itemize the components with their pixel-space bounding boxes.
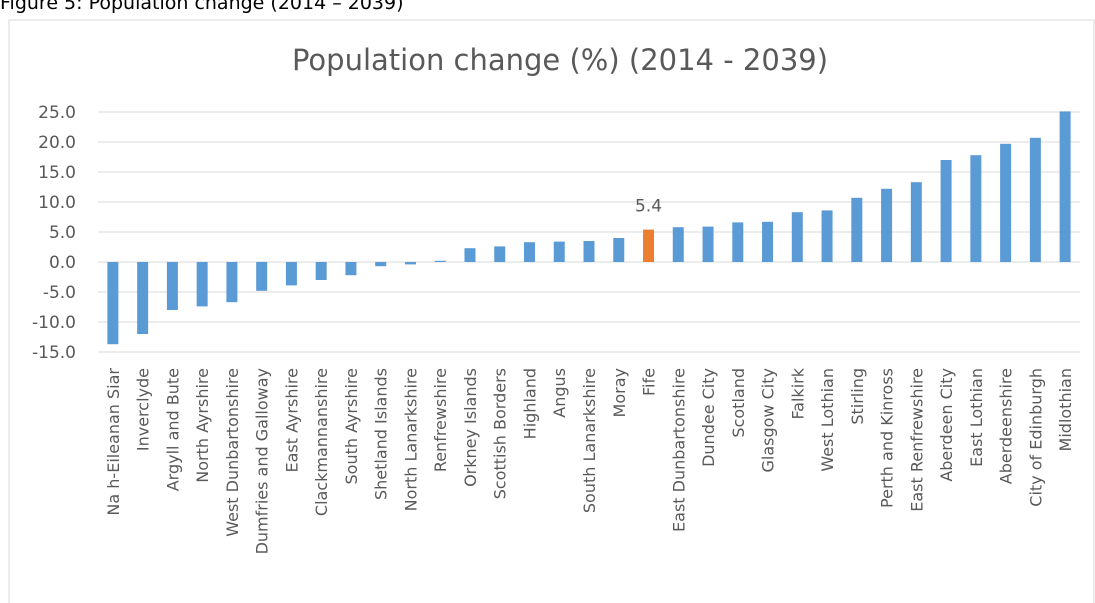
bar — [762, 221, 774, 262]
bar — [137, 262, 149, 334]
x-tick-label: Aberdeenshire — [997, 368, 1016, 484]
x-tick-label: Orkney Islands — [461, 368, 480, 487]
y-tick-label: 25.0 — [38, 103, 76, 123]
bar — [345, 262, 357, 276]
x-tick-label: Aberdeen City — [937, 368, 956, 482]
chart-frame — [8, 19, 1095, 603]
x-tick-label: East Renfrewshire — [907, 368, 926, 512]
bar — [434, 260, 446, 262]
x-tick-label: West Lothian — [818, 368, 837, 472]
bar — [494, 246, 506, 262]
x-tick-label: Argyll and Bute — [163, 368, 182, 491]
y-tick-label: 0.0 — [49, 253, 76, 273]
x-tick-label: Midlothian — [1056, 368, 1075, 451]
y-tick-label: -10.0 — [32, 313, 76, 333]
bar — [910, 182, 922, 262]
bar — [285, 262, 297, 286]
x-tick-label: Scottish Borders — [491, 368, 510, 499]
figure-caption: Figure 5: Population change (2014 – 2039… — [0, 0, 404, 14]
x-tick-label: North Lanarkshire — [401, 368, 420, 511]
chart-title: Population change (%) (2014 - 2039) — [292, 43, 828, 77]
bar — [672, 227, 684, 262]
x-tick-label: Scotland — [729, 368, 748, 438]
x-tick-label: Fife — [640, 368, 659, 396]
x-tick-label: Renfrewshire — [431, 368, 450, 472]
bar — [107, 262, 119, 345]
x-tick-label: Glasgow City — [759, 368, 778, 472]
x-tick-label: Moray — [610, 368, 629, 417]
x-tick-label: Dumfries and Galloway — [253, 368, 272, 554]
y-tick-label: -15.0 — [32, 343, 76, 363]
bar — [643, 229, 655, 262]
x-tick-label: Falkirk — [788, 367, 807, 419]
y-tick-label: -5.0 — [43, 283, 76, 303]
x-tick-label: Shetland Islands — [372, 368, 391, 500]
x-tick-label: North Ayrshire — [193, 368, 212, 483]
bar — [196, 262, 208, 307]
bar — [375, 262, 387, 267]
bar — [404, 262, 416, 265]
bar — [553, 241, 565, 262]
x-tick-label: South Lanarkshire — [580, 368, 599, 513]
x-tick-label: South Ayrshire — [342, 368, 361, 484]
y-tick-label: 20.0 — [38, 133, 76, 153]
bar — [256, 262, 268, 291]
y-tick-label: 10.0 — [38, 193, 76, 213]
bar — [464, 248, 476, 262]
x-tick-label: Perth and Kinross — [878, 368, 897, 508]
x-tick-label: City of Edinburgh — [1026, 368, 1045, 507]
bar — [970, 155, 982, 262]
bar — [791, 212, 803, 262]
x-tick-label: East Dunbartonshire — [669, 368, 688, 532]
bar — [1059, 111, 1071, 263]
y-tick-label: 5.0 — [49, 223, 76, 243]
x-tick-label: Clackmannanshire — [312, 368, 331, 516]
x-tick-label: Inverclyde — [134, 368, 153, 451]
x-tick-label: Stirling — [848, 368, 867, 425]
x-tick-label: Angus — [550, 368, 569, 418]
bar — [851, 197, 863, 262]
bar — [702, 226, 714, 262]
bar — [732, 222, 744, 262]
bar — [583, 241, 595, 262]
x-tick-label: East Lothian — [967, 368, 986, 467]
bar — [166, 262, 178, 310]
data-label: 5.4 — [635, 197, 662, 217]
x-tick-label: Na h-Eileanan Siar — [104, 368, 123, 516]
x-tick-label: West Dunbartonshire — [223, 368, 242, 537]
bar — [315, 262, 327, 280]
bar — [821, 210, 833, 262]
bar — [523, 242, 535, 262]
x-tick-label: Dundee City — [699, 368, 718, 467]
bar — [226, 262, 238, 303]
bar — [940, 160, 952, 262]
y-tick-label: 15.0 — [38, 163, 76, 183]
bar — [1000, 143, 1012, 262]
bar — [613, 238, 625, 262]
bar — [881, 188, 893, 262]
bar — [1029, 137, 1041, 262]
x-tick-label: East Ayrshire — [282, 368, 301, 473]
x-tick-label: Highland — [520, 368, 539, 439]
